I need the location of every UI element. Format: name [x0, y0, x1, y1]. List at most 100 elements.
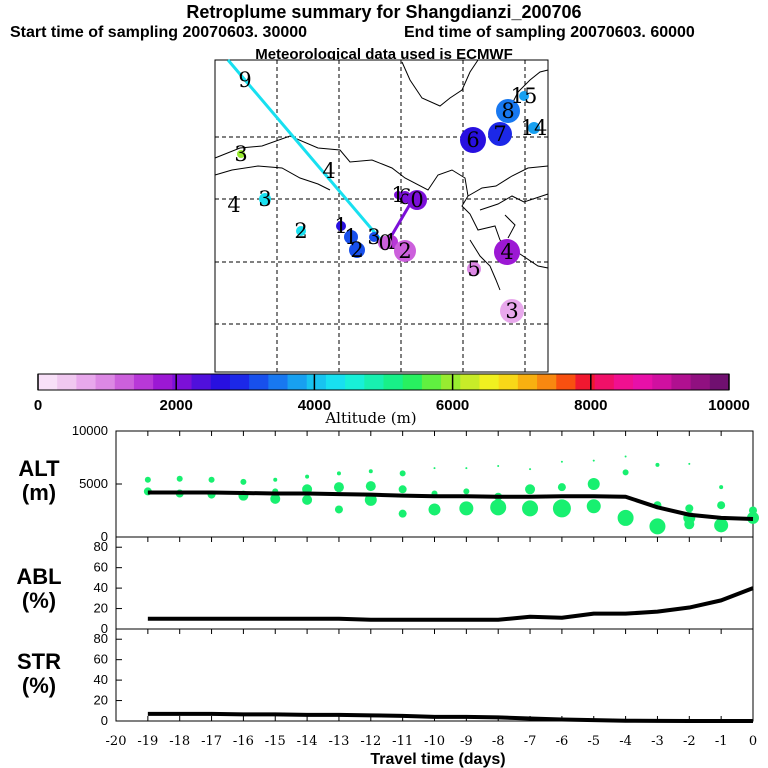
colorbar-tick-label: 4000	[298, 397, 331, 414]
abl-panel: 80 60 40 20 0	[94, 536, 754, 636]
map-point-marker	[467, 262, 481, 276]
alt-scatter-point	[333, 482, 344, 493]
colorbar-swatch	[114, 374, 135, 390]
alt-scatter-point	[428, 503, 441, 516]
alt-scatter-point	[465, 467, 468, 470]
alt-scatter-point	[649, 518, 666, 535]
abl-ytick-label: 20	[94, 601, 108, 616]
map-point-label: 2	[294, 219, 307, 243]
colorbar-swatch	[325, 374, 346, 390]
map-point-label: 7	[493, 122, 506, 146]
map-point-label: 15	[511, 84, 538, 108]
alt-scatter-point	[685, 504, 694, 513]
map-point-marker	[500, 299, 524, 323]
colorbar-tick-label: 6000	[436, 397, 469, 414]
colorbar-swatch	[671, 374, 692, 390]
abl-ytick-label: 60	[94, 560, 108, 575]
x-tick-label: -11	[392, 734, 413, 749]
colorbar-swatch	[57, 374, 77, 390]
x-tick-label: -4	[619, 734, 632, 749]
map-point-label: 6	[466, 128, 479, 152]
x-tick-label: -8	[492, 734, 505, 749]
x-tick-label: 0	[749, 734, 757, 749]
x-tick-label: -18	[169, 734, 190, 749]
x-tick-label: -19	[137, 734, 158, 749]
alt-scatter-point	[624, 455, 627, 458]
colorbar-swatch	[210, 374, 231, 390]
x-tick-label: -6	[556, 734, 569, 749]
colorbar-swatch	[268, 374, 289, 390]
colorbar-swatch	[76, 374, 97, 390]
x-tick-label: -17	[201, 734, 222, 749]
x-tick-label: -2	[683, 734, 696, 749]
alt-scatter-point	[144, 476, 151, 483]
map-point-label: 4	[322, 159, 335, 183]
map-point-label: 1	[334, 214, 347, 238]
alt-series-line	[147, 490, 754, 521]
map-point-label: 3	[505, 299, 518, 323]
alt-scatter-point	[240, 478, 247, 485]
start-time-label: Start time of sampling 20070603. 30000	[10, 24, 308, 41]
alt-scatter-point	[622, 469, 629, 476]
map-point-marker	[494, 239, 520, 265]
colorbar-tick-label: 10000	[708, 397, 750, 414]
alt-scatter-point	[617, 509, 634, 526]
map-graticule	[215, 60, 548, 372]
colorbar-swatch	[613, 374, 634, 390]
alt-panel: 10000 5000 0	[72, 423, 759, 544]
x-tick-label: -10	[424, 734, 445, 749]
altitude-colorbar	[37, 373, 730, 391]
map-point-label: 1	[391, 183, 404, 207]
map-point-marker	[336, 221, 346, 231]
x-tick-label: -14	[297, 734, 318, 749]
map-markers: 93443211231026014536781514	[227, 68, 547, 323]
colorbar-swatch	[421, 374, 442, 390]
alt-scatter-point	[552, 499, 571, 518]
x-axis-title: Travel time (days)	[370, 751, 505, 768]
x-tick-label: -16	[233, 734, 254, 749]
x-tick-label: -15	[265, 734, 286, 749]
abl-series-line	[147, 586, 754, 622]
x-tick-label: -13	[328, 734, 349, 749]
x-tick-label: -12	[360, 734, 381, 749]
map-point-label: 14	[521, 116, 548, 140]
colorbar-swatch	[556, 374, 576, 390]
colorbar-swatch	[633, 374, 653, 390]
map-point-label: 0	[378, 231, 391, 255]
alt-scatter-point	[459, 501, 474, 516]
map-point-marker	[296, 226, 306, 236]
str-ytick-label: 20	[94, 693, 108, 708]
abl-ytick-label: 80	[94, 539, 108, 554]
alt-scatter-point	[560, 460, 563, 463]
colorbar-swatch	[364, 374, 384, 390]
panel-labels: ALT (m) ABL (%) STR (%)	[16, 456, 61, 698]
colorbar-swatch	[191, 374, 212, 390]
map-point-label: 4	[500, 240, 513, 264]
alt-scatter-point	[270, 493, 281, 504]
end-time-label: End time of sampling 20070603. 60000	[404, 24, 695, 41]
colorbar-swatch	[287, 374, 308, 390]
alt-scatter-point	[684, 519, 695, 530]
chart-title: Retroplume summary for Shangdianzi_20070…	[186, 2, 582, 22]
map-point-marker	[259, 193, 271, 205]
colorbar-swatch	[479, 374, 500, 390]
colorbar-swatch	[460, 374, 480, 390]
abl-ytick-label: 0	[101, 621, 108, 636]
alt-scatter-point	[399, 470, 406, 477]
map-point-marker	[349, 242, 365, 258]
x-tick-label: -5	[587, 734, 600, 749]
str-ytick-label: 80	[94, 631, 108, 646]
met-data-label: Meteorological data used is ECMWF	[255, 46, 513, 63]
colorbar-swatch	[575, 374, 596, 390]
colorbar-swatch	[383, 374, 404, 390]
colorbar-swatch	[249, 374, 269, 390]
colorbar-swatch	[594, 374, 615, 390]
colorbar-label: Altitude (m)	[324, 409, 416, 427]
alt-scatter-point	[497, 464, 500, 467]
alt-scatter-point	[592, 459, 595, 462]
alt-scatter-point	[587, 478, 600, 490]
map-panel: 93443211231026014536781514	[214, 59, 549, 373]
colorbar-swatch	[345, 374, 365, 390]
str-frame	[115, 628, 754, 722]
colorbar-swatch	[690, 374, 711, 390]
